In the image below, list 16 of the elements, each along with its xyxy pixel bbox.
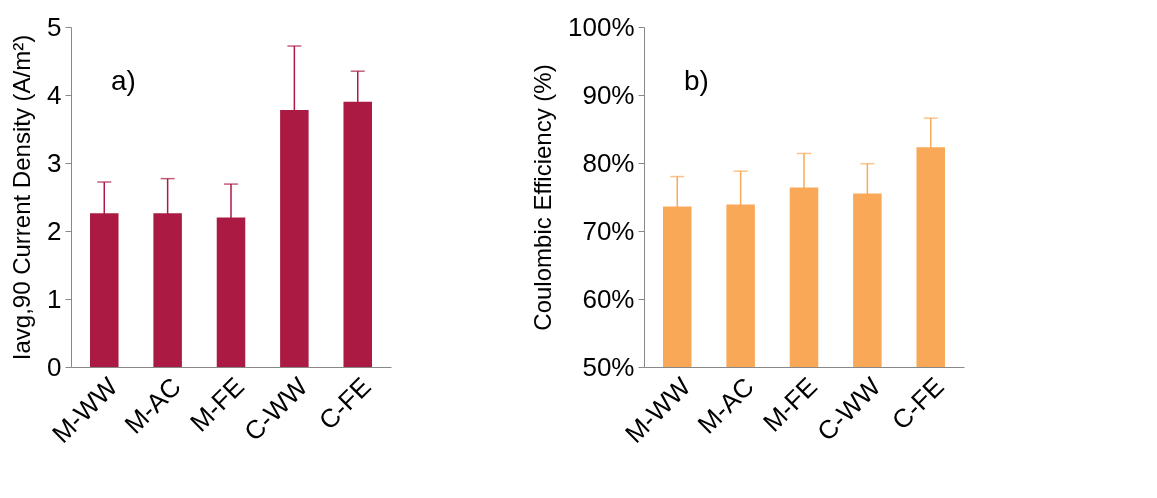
y-tick-label: 4 (47, 79, 62, 110)
annotation: a) (111, 65, 136, 96)
y-tick-label: 0 (47, 351, 62, 382)
y-tick-label: 80% (582, 147, 635, 178)
y-tick-label: 5 (47, 11, 62, 42)
annotation: b) (684, 65, 709, 96)
y-tick-label: 100% (568, 11, 635, 42)
y-axis-title: Coulombic Efficiency (%) (529, 64, 556, 331)
y-tick-label: 1 (47, 283, 62, 314)
y-tick-label: 90% (582, 79, 635, 110)
y-tick-label: 50% (582, 351, 635, 382)
y-tick-label: 60% (582, 283, 635, 314)
y-axis-title: Iavg,90 Current Density (A/m²) (8, 34, 36, 361)
y-tick-label: 3 (47, 147, 62, 178)
y-tick-label: 2 (47, 215, 62, 246)
y-tick-label: 70% (582, 215, 635, 246)
